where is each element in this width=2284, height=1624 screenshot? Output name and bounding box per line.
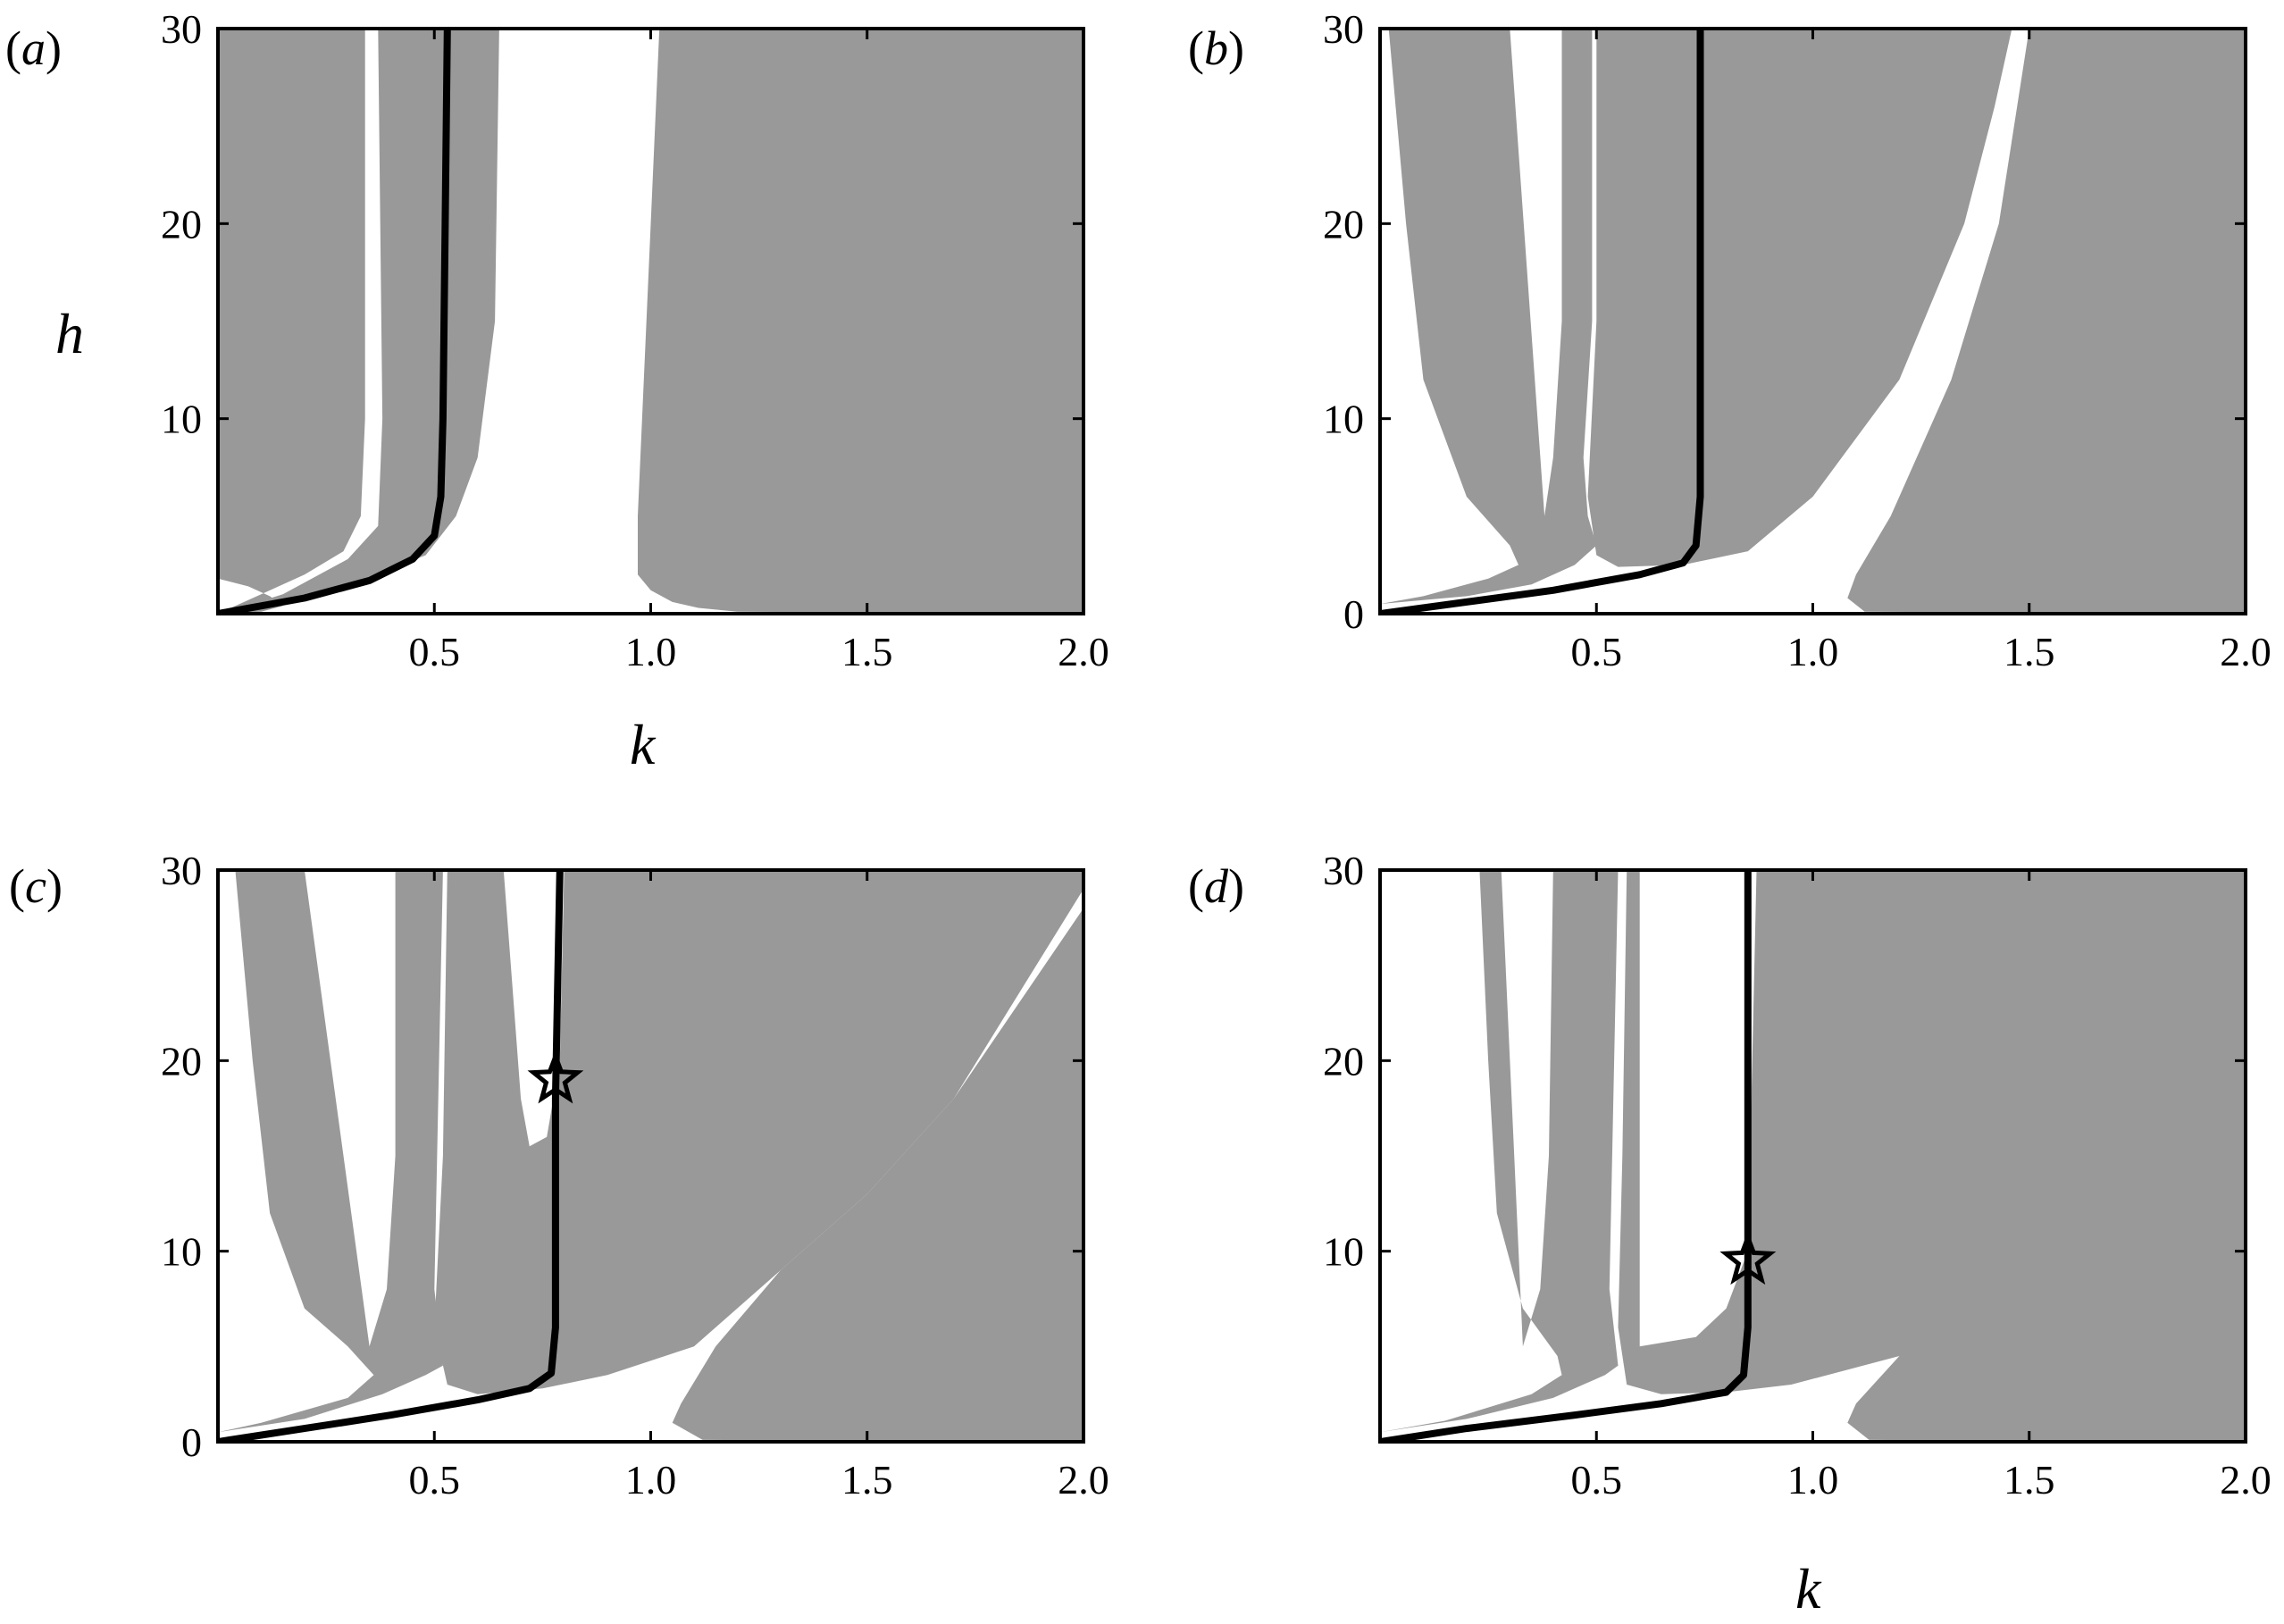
x-tick-label: 2.0 xyxy=(2220,1457,2271,1503)
y-tick-label: 30 xyxy=(1323,848,1364,893)
shaded-region-3 xyxy=(1847,1175,2246,1442)
panel-b-plot-area xyxy=(1380,29,2246,614)
x-tick-label: 0.5 xyxy=(1571,1457,1623,1503)
y-tick-label: 10 xyxy=(161,1229,202,1275)
x-tick-label: 0.5 xyxy=(409,1457,461,1503)
panel-b: (b) 0.5 1.0 1.5 2.0 0 10 20 30 xyxy=(1188,6,2271,674)
y-tick-label: 20 xyxy=(1323,201,1364,247)
y-tick-label: 30 xyxy=(1323,6,1364,52)
shaded-region-2 xyxy=(1618,870,2246,1394)
shaded-region-3 xyxy=(672,908,1083,1442)
panel-d-plot-area xyxy=(1380,870,2246,1442)
x-tick-label: 0.5 xyxy=(409,629,461,674)
y-tick-label: 0 xyxy=(1343,591,1364,637)
shaded-region-1 xyxy=(218,29,365,614)
x-tick-label: 1.0 xyxy=(625,629,677,674)
x-tick-label: 2.0 xyxy=(2220,629,2271,674)
y-tick-label: 0 xyxy=(181,1419,202,1465)
shaded-region-1 xyxy=(1380,29,1597,605)
panel-d: (d) k 0.5 1.0 1.5 2.0 10 20 30 xyxy=(1188,848,2271,1620)
panel-d-xlabel: k xyxy=(1795,1557,1822,1620)
threshold-curve-1 xyxy=(218,870,564,1442)
panel-a-ylabel: h xyxy=(55,302,84,365)
y-tick-label: 10 xyxy=(161,397,202,442)
star-marker xyxy=(527,1050,584,1104)
panel-c-label: (c) xyxy=(9,859,63,913)
threshold-curve-1 xyxy=(1380,29,1704,614)
panel-b-label: (b) xyxy=(1188,21,1244,75)
x-tick-label: 1.0 xyxy=(1787,1457,1839,1503)
panel-c: (c) 0.5 1.0 1.5 2.0 0 10 20 30 xyxy=(9,848,1109,1503)
x-tick-label: 1.0 xyxy=(1787,629,1839,674)
y-tick-label: 20 xyxy=(1323,1038,1364,1084)
x-tick-label: 2.0 xyxy=(1058,1457,1109,1503)
x-tick-label: 1.5 xyxy=(2004,629,2055,674)
shaded-region-1 xyxy=(218,870,443,1433)
shaded-region-2 xyxy=(434,870,1083,1394)
panel-d-label: (d) xyxy=(1188,859,1244,913)
panel-a: (a) h k 0.5 1.0 1.5 2.0 10 20 30 xyxy=(5,6,1109,776)
shaded-region-3 xyxy=(638,29,1083,614)
shaded-region-2 xyxy=(1587,29,2012,567)
x-tick-label: 0.5 xyxy=(1571,629,1623,674)
panel-a-plot-area xyxy=(218,29,1083,614)
x-tick-label: 1.0 xyxy=(625,1457,677,1503)
shaded-region-2 xyxy=(226,29,499,612)
y-tick-label: 10 xyxy=(1323,1229,1364,1275)
x-tick-label: 1.5 xyxy=(841,629,893,674)
y-tick-label: 30 xyxy=(161,848,202,893)
y-tick-label: 10 xyxy=(1323,397,1364,442)
threshold-curve-1 xyxy=(218,29,451,614)
shaded-region-3 xyxy=(1847,29,2246,614)
x-tick-label: 1.5 xyxy=(841,1457,893,1503)
panel-c-plot-area xyxy=(218,870,1083,1442)
y-tick-label: 20 xyxy=(161,1038,202,1084)
star-marker xyxy=(1719,1231,1777,1285)
x-tick-label: 2.0 xyxy=(1058,629,1109,674)
panel-a-xlabel: k xyxy=(630,713,657,776)
y-tick-label: 30 xyxy=(161,6,202,52)
shaded-region-1 xyxy=(1380,870,1619,1433)
panel-a-label: (a) xyxy=(5,21,62,75)
y-tick-label: 20 xyxy=(161,201,202,247)
threshold-curve-1 xyxy=(1380,870,1752,1442)
x-tick-label: 1.5 xyxy=(2004,1457,2055,1503)
